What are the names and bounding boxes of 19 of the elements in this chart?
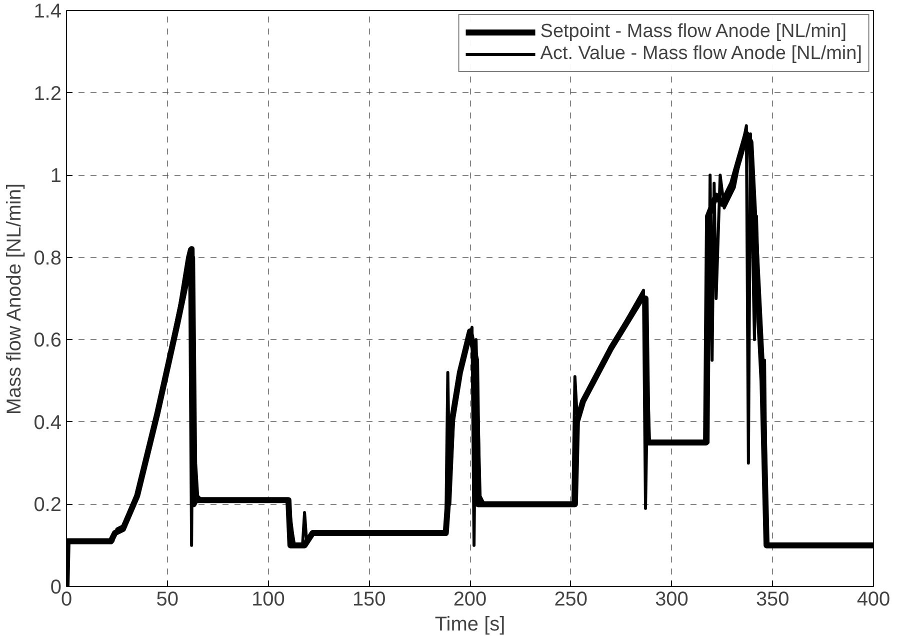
y-tick-label: 0.8 [34,247,62,270]
y-tick-label: 1.2 [34,82,62,105]
x-tick-label: 150 [352,588,386,610]
x-tick-label: 300 [655,588,688,610]
y-tick-label: 0.2 [34,494,62,516]
y-tick-label: 1.4 [34,0,62,22]
x-tick-label: 400 [856,588,890,610]
x-tick-label: 100 [252,588,285,610]
x-tick-label: 50 [156,588,178,610]
legend-label: Act. Value - Mass flow Anode [NL/min] [540,43,862,65]
x-tick-label: 250 [554,588,588,610]
legend-label: Setpoint - Mass flow Anode [NL/min] [540,21,847,43]
y-axis-title: Mass flow Anode [NL/min] [4,183,26,415]
x-tick-label: 350 [756,588,790,610]
x-tick-label: 200 [453,588,487,610]
y-tick-label: 1 [50,165,62,188]
y-tick-label: 0.6 [34,330,62,352]
x-axis-title: Time [s] [434,614,506,636]
y-tick-label: 0.4 [34,412,62,434]
